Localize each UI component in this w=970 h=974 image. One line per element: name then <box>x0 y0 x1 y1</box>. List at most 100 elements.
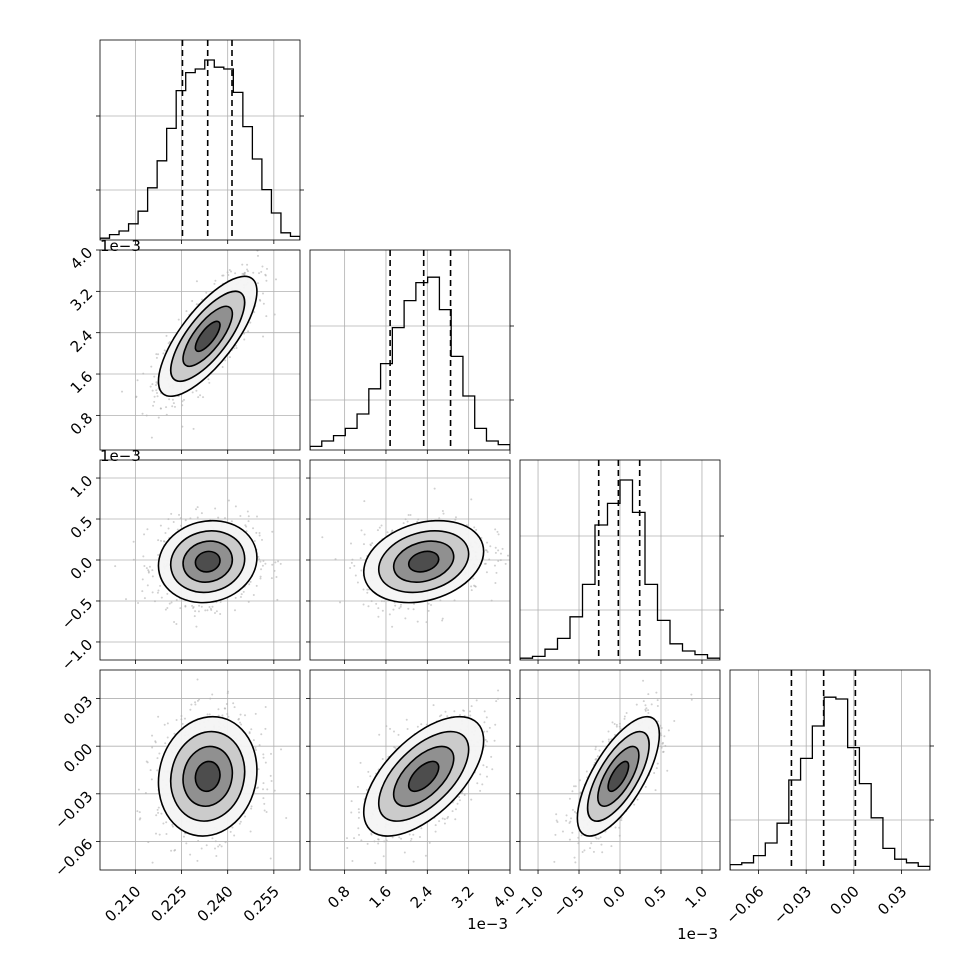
scatter-point <box>350 811 352 813</box>
scatter-point <box>261 539 263 541</box>
scatter-point <box>247 511 249 513</box>
scatter-point <box>398 836 400 838</box>
scatter-point <box>497 549 499 551</box>
scatter-point <box>439 715 441 717</box>
scatter-point <box>497 698 499 700</box>
scatter-point <box>221 845 223 847</box>
scatter-point <box>598 838 600 840</box>
scatter-point <box>633 804 635 806</box>
scatter-point <box>244 816 246 818</box>
scatter-point <box>405 518 407 520</box>
scatter-point <box>160 525 162 527</box>
scatter-point <box>495 552 497 554</box>
scatter-point <box>489 545 491 547</box>
scatter-point <box>382 610 384 612</box>
scatter-point <box>260 576 262 578</box>
scatter-point <box>486 716 488 718</box>
scatter-point <box>194 703 196 705</box>
scatter-point <box>137 379 139 381</box>
scatter-point <box>231 520 233 522</box>
panel-2-0 <box>96 460 300 664</box>
scatter-point <box>357 581 359 583</box>
scatter-point <box>143 533 145 535</box>
density-layer-3-2 <box>553 680 692 864</box>
scatter-point <box>252 527 254 529</box>
scatter-point <box>381 600 383 602</box>
scatter-point <box>133 559 135 561</box>
scatter-point <box>160 813 162 815</box>
scatter-point <box>393 731 395 733</box>
scatter-point <box>442 817 444 819</box>
scatter-point <box>473 585 475 587</box>
scatter-point <box>491 768 493 770</box>
scatter-point <box>367 843 369 845</box>
scatter-point <box>258 768 260 770</box>
scatter-point <box>353 837 355 839</box>
scatter-point <box>482 764 484 766</box>
scatter-point <box>361 529 363 531</box>
scatter-point <box>412 834 414 836</box>
scatter-point <box>241 593 243 595</box>
scatter-point <box>196 303 198 305</box>
scatter-point <box>408 514 410 516</box>
scatter-point <box>254 540 256 542</box>
scatter-point <box>228 500 230 502</box>
scatter-point <box>459 714 461 716</box>
scatter-point <box>195 626 197 628</box>
scatter-point <box>385 725 387 727</box>
scatter-point <box>391 626 393 628</box>
scatter-point <box>257 255 259 257</box>
scatter-point <box>379 527 381 529</box>
scatter-point <box>172 399 174 401</box>
scatter-point <box>486 571 488 573</box>
scatter-point <box>206 844 208 846</box>
scatter-point <box>146 761 148 763</box>
scatter-point <box>659 725 661 727</box>
scatter-point <box>616 724 618 726</box>
scatter-point <box>637 799 639 801</box>
scatter-point <box>154 600 156 602</box>
scatter-point <box>377 616 379 618</box>
scatter-point <box>246 264 248 266</box>
scatter-point <box>162 352 164 354</box>
scatter-point <box>198 610 200 612</box>
scatter-point <box>197 700 199 702</box>
scatter-point <box>158 753 160 755</box>
scatter-point <box>235 597 237 599</box>
scatter-point <box>404 617 406 619</box>
panel-1-0 <box>96 249 300 454</box>
scatter-point <box>256 585 258 587</box>
scatter-point <box>435 831 437 833</box>
scatter-point <box>417 726 419 728</box>
scatter-point <box>446 715 448 717</box>
scatter-point <box>156 392 158 394</box>
scatter-point <box>614 723 616 725</box>
scatter-point <box>425 621 427 623</box>
scatter-point <box>351 559 353 561</box>
scatter-point <box>239 722 241 724</box>
scatter-point <box>214 280 216 282</box>
scatter-point <box>181 400 183 402</box>
scatter-point <box>139 811 141 813</box>
scatter-point <box>471 705 473 707</box>
scatter-point <box>351 562 353 564</box>
scatter-point <box>645 707 647 709</box>
scatter-point <box>178 319 180 321</box>
scatter-point <box>148 572 150 574</box>
scatter-point <box>238 718 240 720</box>
scatter-point <box>146 567 148 569</box>
scatter-point <box>377 838 379 840</box>
scatter-point <box>241 264 243 266</box>
scatter-point <box>690 694 692 696</box>
scatter-point <box>156 757 158 759</box>
scatter-point <box>655 692 657 694</box>
scatter-point <box>224 707 226 709</box>
scatter-point <box>180 525 182 527</box>
scatter-point <box>494 724 496 726</box>
scatter-point <box>491 600 493 602</box>
scatter-point <box>442 618 444 620</box>
scatter-point <box>217 846 219 848</box>
scatter-point <box>266 788 268 790</box>
scatter-point <box>179 607 181 609</box>
scatter-point <box>321 536 323 538</box>
